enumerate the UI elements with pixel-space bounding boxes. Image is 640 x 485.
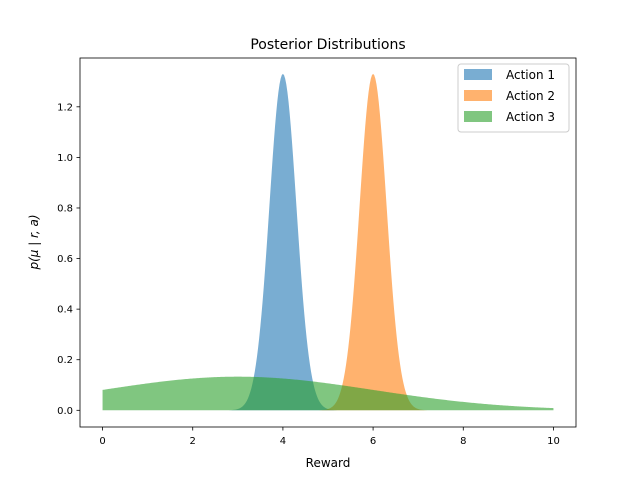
y-tick-label: 0.6 bbox=[57, 254, 73, 265]
legend-label-1: Action 1 bbox=[506, 68, 555, 82]
y-axis-label: p(μ | r, a) bbox=[27, 214, 41, 270]
legend-label-2: Action 2 bbox=[506, 89, 555, 103]
legend-swatch-3 bbox=[464, 111, 492, 122]
legend-swatch-1 bbox=[464, 69, 492, 80]
y-tick-label: 0.0 bbox=[57, 406, 73, 417]
x-tick-label: 10 bbox=[547, 436, 560, 447]
legend-swatch-2 bbox=[464, 90, 492, 101]
chart-title: Posterior Distributions bbox=[250, 37, 405, 53]
plot-frame bbox=[79, 57, 577, 428]
x-axis-label: Reward bbox=[306, 456, 351, 470]
x-axis: 0 2 4 6 8 10 bbox=[99, 427, 560, 447]
y-tick-label: 0.2 bbox=[57, 355, 73, 366]
y-tick-label: 1.2 bbox=[57, 102, 73, 113]
x-tick-label: 4 bbox=[280, 436, 286, 447]
legend-label-3: Action 3 bbox=[506, 110, 555, 124]
y-tick-label: 0.8 bbox=[57, 203, 73, 214]
y-axis: 0.0 0.2 0.4 0.6 0.8 1.0 1.2 bbox=[57, 102, 80, 417]
y-tick-label: 0.4 bbox=[57, 305, 73, 316]
plot-areas bbox=[102, 73, 554, 411]
x-tick-label: 0 bbox=[99, 436, 105, 447]
x-tick-label: 2 bbox=[190, 436, 196, 447]
x-tick-label: 8 bbox=[460, 436, 466, 447]
y-tick-label: 1.0 bbox=[57, 153, 73, 164]
series-area-3 bbox=[102, 376, 554, 411]
legend: Action 1 Action 2 Action 3 bbox=[457, 63, 570, 133]
x-tick-label: 6 bbox=[370, 436, 376, 447]
